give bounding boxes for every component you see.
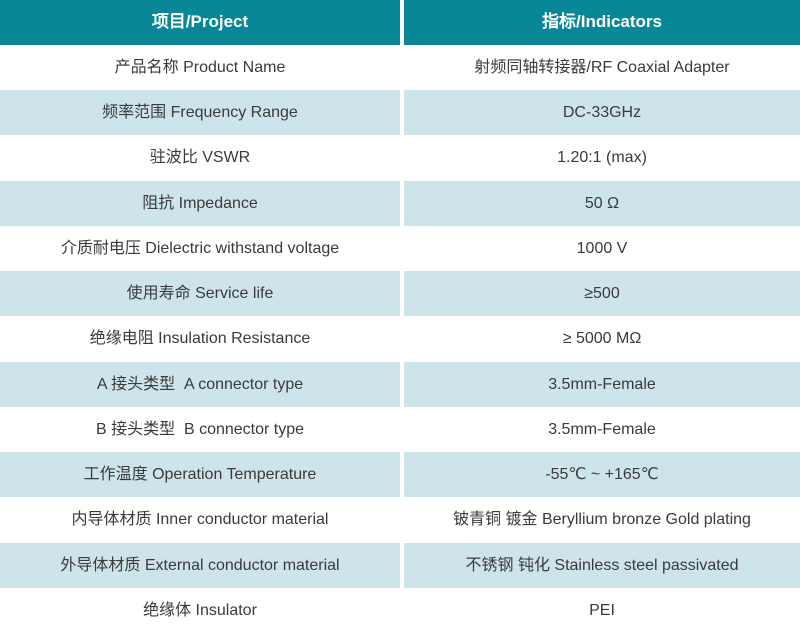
indicator-cell: -55℃ ~ +165℃	[404, 452, 800, 498]
project-cell: 使用寿命 Service life	[0, 271, 400, 317]
header-indicators: 指标/Indicators	[404, 0, 800, 45]
indicator-cell: ≥500	[404, 271, 800, 317]
column-divider	[400, 271, 404, 317]
table-row: 内导体材质 Inner conductor material 铍青铜 镀金 Be…	[0, 497, 800, 543]
table-row: 使用寿命 Service life ≥500	[0, 271, 800, 317]
indicator-cell: 铍青铜 镀金 Beryllium bronze Gold plating	[404, 497, 800, 543]
project-cell: 产品名称 Product Name	[0, 45, 400, 91]
project-cell: B 接头类型 B connector type	[0, 406, 400, 453]
column-divider	[400, 587, 404, 633]
indicator-cell: ≥ 5000 MΩ	[404, 316, 800, 362]
column-divider	[400, 497, 404, 543]
project-cell: 绝缘电阻 Insulation Resistance	[0, 316, 400, 362]
project-cell: 工作温度 Operation Temperature	[0, 452, 400, 498]
column-divider	[400, 45, 404, 91]
indicator-cell: 3.5mm-Female	[404, 406, 800, 453]
table-row: 介质耐电压 Dielectric withstand voltage 1000 …	[0, 225, 800, 272]
indicator-cell: 射频同轴转接器/RF Coaxial Adapter	[404, 45, 800, 91]
column-divider	[400, 90, 404, 136]
column-divider	[400, 135, 404, 181]
column-divider	[400, 406, 404, 453]
project-cell: 外导体材质 External conductor material	[0, 542, 400, 588]
table-row: 绝缘电阻 Insulation Resistance ≥ 5000 MΩ	[0, 316, 800, 362]
project-cell: 阻抗 Impedance	[0, 180, 400, 226]
column-divider	[400, 316, 404, 362]
header-project: 项目/Project	[0, 0, 400, 45]
table-row: 工作温度 Operation Temperature -55℃ ~ +165℃	[0, 452, 800, 498]
indicator-cell: PEI	[404, 587, 800, 633]
indicator-cell: 3.5mm-Female	[404, 361, 800, 407]
project-cell: 驻波比 VSWR	[0, 135, 400, 181]
table-row: 绝缘体 Insulator PEI	[0, 587, 800, 633]
table-row: 驻波比 VSWR 1.20:1 (max)	[0, 135, 800, 181]
project-cell: 内导体材质 Inner conductor material	[0, 497, 400, 543]
project-cell: A 接头类型 A connector type	[0, 361, 400, 407]
column-divider	[400, 180, 404, 226]
table-row: B 接头类型 B connector type 3.5mm-Female	[0, 406, 800, 453]
table-row: 外导体材质 External conductor material 不锈钢 钝化…	[0, 542, 800, 588]
column-divider	[400, 542, 404, 588]
table-row: 阻抗 Impedance 50 Ω	[0, 180, 800, 226]
indicator-cell: 1000 V	[404, 225, 800, 272]
project-cell: 绝缘体 Insulator	[0, 587, 400, 633]
indicator-cell: 50 Ω	[404, 180, 800, 226]
project-cell: 频率范围 Frequency Range	[0, 90, 400, 136]
table-row: 频率范围 Frequency Range DC-33GHz	[0, 90, 800, 136]
indicator-cell: 1.20:1 (max)	[404, 135, 800, 181]
table-row: 产品名称 Product Name 射频同轴转接器/RF Coaxial Ada…	[0, 45, 800, 91]
project-cell: 介质耐电压 Dielectric withstand voltage	[0, 225, 400, 272]
column-divider	[400, 452, 404, 498]
column-divider	[400, 0, 404, 45]
table-header-row: 项目/Project 指标/Indicators	[0, 0, 800, 45]
table-row: A 接头类型 A connector type 3.5mm-Female	[0, 361, 800, 407]
column-divider	[400, 225, 404, 272]
indicator-cell: DC-33GHz	[404, 90, 800, 136]
indicator-cell: 不锈钢 钝化 Stainless steel passivated	[404, 542, 800, 588]
column-divider	[400, 361, 404, 407]
